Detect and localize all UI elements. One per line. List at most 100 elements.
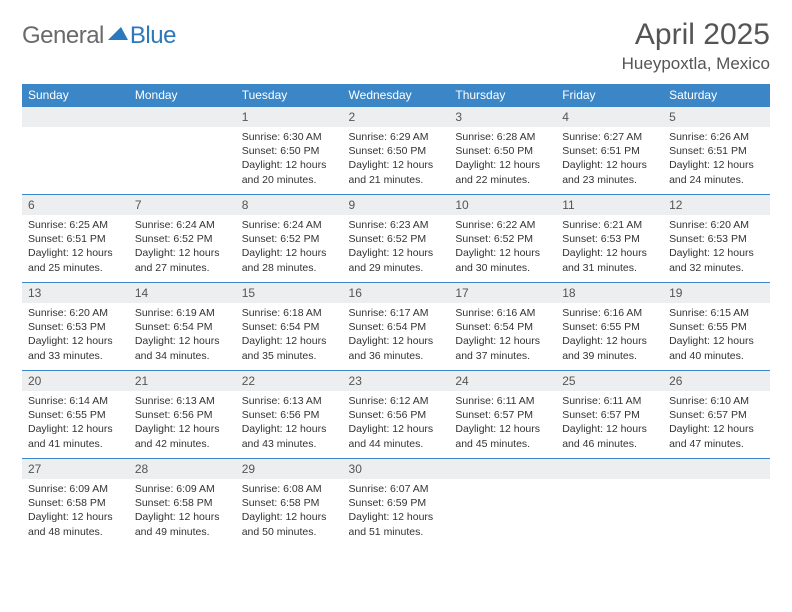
sunrise-line: Sunrise: 6:07 AM: [349, 482, 444, 496]
calendar-day-cell: [22, 107, 129, 195]
day-number: 13: [22, 283, 129, 303]
calendar-day-cell: 28Sunrise: 6:09 AMSunset: 6:58 PMDayligh…: [129, 459, 236, 547]
calendar-day-cell: 23Sunrise: 6:12 AMSunset: 6:56 PMDayligh…: [343, 371, 450, 459]
sunset-line: Sunset: 6:53 PM: [669, 232, 764, 246]
calendar-table: SundayMondayTuesdayWednesdayThursdayFrid…: [22, 84, 770, 547]
day-details: Sunrise: 6:16 AMSunset: 6:55 PMDaylight:…: [556, 303, 663, 369]
day-details: Sunrise: 6:25 AMSunset: 6:51 PMDaylight:…: [22, 215, 129, 281]
sunset-line: Sunset: 6:55 PM: [562, 320, 657, 334]
day-details: Sunrise: 6:30 AMSunset: 6:50 PMDaylight:…: [236, 127, 343, 193]
daylight-line: Daylight: 12 hours and 39 minutes.: [562, 334, 657, 362]
daylight-line: Daylight: 12 hours and 46 minutes.: [562, 422, 657, 450]
day-details: Sunrise: 6:08 AMSunset: 6:58 PMDaylight:…: [236, 479, 343, 545]
daylight-line: Daylight: 12 hours and 48 minutes.: [28, 510, 123, 538]
header: General Blue April 2025 Hueypoxtla, Mexi…: [22, 18, 770, 74]
sunset-line: Sunset: 6:59 PM: [349, 496, 444, 510]
day-number: 16: [343, 283, 450, 303]
weekday-header: Friday: [556, 84, 663, 107]
day-details: Sunrise: 6:24 AMSunset: 6:52 PMDaylight:…: [129, 215, 236, 281]
daylight-line: Daylight: 12 hours and 32 minutes.: [669, 246, 764, 274]
calendar-day-cell: [449, 459, 556, 547]
sunrise-line: Sunrise: 6:20 AM: [28, 306, 123, 320]
daylight-line: Daylight: 12 hours and 23 minutes.: [562, 158, 657, 186]
sunrise-line: Sunrise: 6:13 AM: [242, 394, 337, 408]
sunset-line: Sunset: 6:57 PM: [669, 408, 764, 422]
day-details: Sunrise: 6:21 AMSunset: 6:53 PMDaylight:…: [556, 215, 663, 281]
calendar-day-cell: 19Sunrise: 6:15 AMSunset: 6:55 PMDayligh…: [663, 283, 770, 371]
calendar-day-cell: 7Sunrise: 6:24 AMSunset: 6:52 PMDaylight…: [129, 195, 236, 283]
day-number: 17: [449, 283, 556, 303]
daylight-line: Daylight: 12 hours and 25 minutes.: [28, 246, 123, 274]
daylight-line: Daylight: 12 hours and 37 minutes.: [455, 334, 550, 362]
calendar-day-cell: 20Sunrise: 6:14 AMSunset: 6:55 PMDayligh…: [22, 371, 129, 459]
sunset-line: Sunset: 6:50 PM: [242, 144, 337, 158]
day-details: Sunrise: 6:09 AMSunset: 6:58 PMDaylight:…: [22, 479, 129, 545]
calendar-day-cell: 15Sunrise: 6:18 AMSunset: 6:54 PMDayligh…: [236, 283, 343, 371]
sunrise-line: Sunrise: 6:15 AM: [669, 306, 764, 320]
sunset-line: Sunset: 6:58 PM: [135, 496, 230, 510]
daylight-line: Daylight: 12 hours and 44 minutes.: [349, 422, 444, 450]
daylight-line: Daylight: 12 hours and 45 minutes.: [455, 422, 550, 450]
day-number: 2: [343, 107, 450, 127]
sunrise-line: Sunrise: 6:14 AM: [28, 394, 123, 408]
daylight-line: Daylight: 12 hours and 51 minutes.: [349, 510, 444, 538]
sunset-line: Sunset: 6:54 PM: [135, 320, 230, 334]
location: Hueypoxtla, Mexico: [622, 54, 770, 74]
calendar-day-cell: 27Sunrise: 6:09 AMSunset: 6:58 PMDayligh…: [22, 459, 129, 547]
sunrise-line: Sunrise: 6:16 AM: [455, 306, 550, 320]
sunrise-line: Sunrise: 6:12 AM: [349, 394, 444, 408]
sunrise-line: Sunrise: 6:28 AM: [455, 130, 550, 144]
sunrise-line: Sunrise: 6:10 AM: [669, 394, 764, 408]
day-number: 11: [556, 195, 663, 215]
brand-logo: General Blue: [22, 22, 176, 50]
sunset-line: Sunset: 6:57 PM: [562, 408, 657, 422]
day-number: 29: [236, 459, 343, 479]
daylight-line: Daylight: 12 hours and 40 minutes.: [669, 334, 764, 362]
day-number: 8: [236, 195, 343, 215]
daylight-line: Daylight: 12 hours and 28 minutes.: [242, 246, 337, 274]
sunset-line: Sunset: 6:56 PM: [242, 408, 337, 422]
day-details: Sunrise: 6:24 AMSunset: 6:52 PMDaylight:…: [236, 215, 343, 281]
day-details: Sunrise: 6:13 AMSunset: 6:56 PMDaylight:…: [236, 391, 343, 457]
sunrise-line: Sunrise: 6:16 AM: [562, 306, 657, 320]
sunset-line: Sunset: 6:54 PM: [349, 320, 444, 334]
day-number: 27: [22, 459, 129, 479]
calendar-day-cell: 3Sunrise: 6:28 AMSunset: 6:50 PMDaylight…: [449, 107, 556, 195]
day-details: Sunrise: 6:11 AMSunset: 6:57 PMDaylight:…: [556, 391, 663, 457]
daylight-line: Daylight: 12 hours and 47 minutes.: [669, 422, 764, 450]
calendar-day-cell: 18Sunrise: 6:16 AMSunset: 6:55 PMDayligh…: [556, 283, 663, 371]
sunrise-line: Sunrise: 6:17 AM: [349, 306, 444, 320]
day-number: 12: [663, 195, 770, 215]
daylight-line: Daylight: 12 hours and 43 minutes.: [242, 422, 337, 450]
day-details: Sunrise: 6:20 AMSunset: 6:53 PMDaylight:…: [663, 215, 770, 281]
calendar-day-cell: 10Sunrise: 6:22 AMSunset: 6:52 PMDayligh…: [449, 195, 556, 283]
sunrise-line: Sunrise: 6:11 AM: [562, 394, 657, 408]
sunrise-line: Sunrise: 6:08 AM: [242, 482, 337, 496]
day-number: 26: [663, 371, 770, 391]
calendar-day-cell: [556, 459, 663, 547]
calendar-week-row: 6Sunrise: 6:25 AMSunset: 6:51 PMDaylight…: [22, 195, 770, 283]
daylight-line: Daylight: 12 hours and 35 minutes.: [242, 334, 337, 362]
weekday-header: Saturday: [663, 84, 770, 107]
calendar-week-row: 1Sunrise: 6:30 AMSunset: 6:50 PMDaylight…: [22, 107, 770, 195]
day-details: Sunrise: 6:07 AMSunset: 6:59 PMDaylight:…: [343, 479, 450, 545]
sunset-line: Sunset: 6:51 PM: [28, 232, 123, 246]
calendar-day-cell: 22Sunrise: 6:13 AMSunset: 6:56 PMDayligh…: [236, 371, 343, 459]
sunset-line: Sunset: 6:53 PM: [562, 232, 657, 246]
daylight-line: Daylight: 12 hours and 30 minutes.: [455, 246, 550, 274]
daylight-line: Daylight: 12 hours and 49 minutes.: [135, 510, 230, 538]
day-number: 4: [556, 107, 663, 127]
daylight-line: Daylight: 12 hours and 36 minutes.: [349, 334, 444, 362]
calendar-day-cell: 24Sunrise: 6:11 AMSunset: 6:57 PMDayligh…: [449, 371, 556, 459]
daylight-line: Daylight: 12 hours and 20 minutes.: [242, 158, 337, 186]
sunrise-line: Sunrise: 6:11 AM: [455, 394, 550, 408]
sunset-line: Sunset: 6:52 PM: [455, 232, 550, 246]
weekday-header: Thursday: [449, 84, 556, 107]
weekday-header: Sunday: [22, 84, 129, 107]
day-number-empty: [663, 459, 770, 479]
daylight-line: Daylight: 12 hours and 29 minutes.: [349, 246, 444, 274]
sunset-line: Sunset: 6:58 PM: [28, 496, 123, 510]
day-number: 3: [449, 107, 556, 127]
day-number: 10: [449, 195, 556, 215]
day-number: 24: [449, 371, 556, 391]
